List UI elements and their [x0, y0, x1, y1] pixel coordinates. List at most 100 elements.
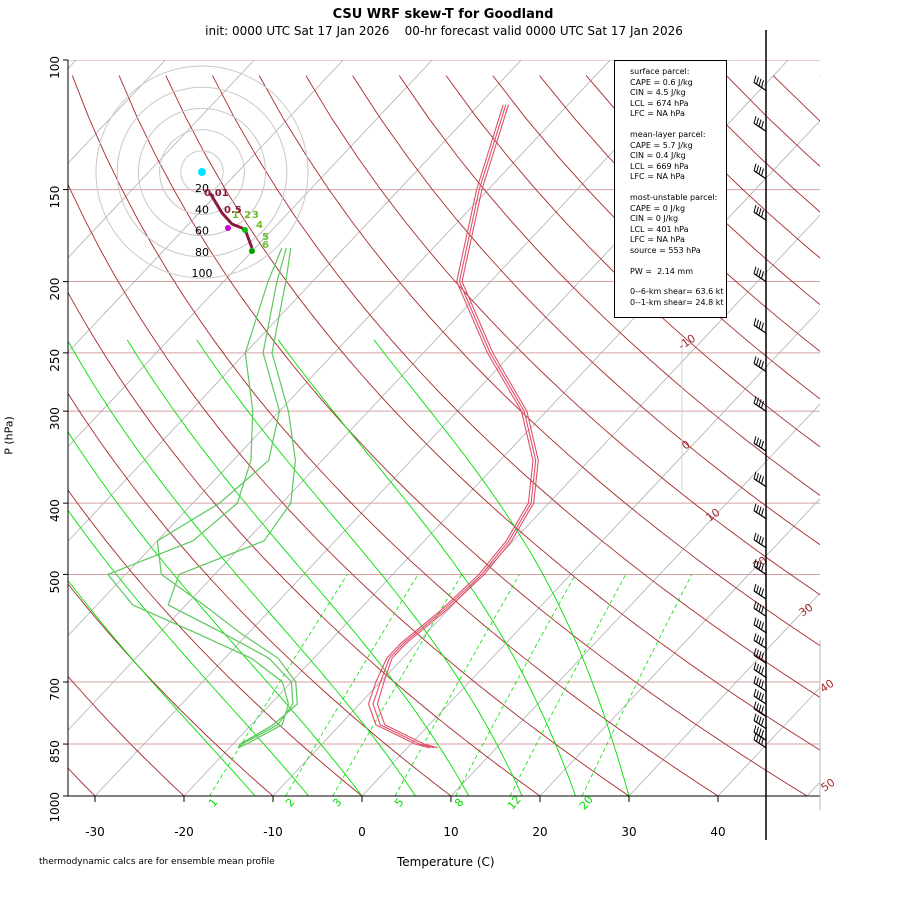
wind-barb-flag	[758, 399, 762, 407]
info-line: surface parcel:	[630, 67, 690, 76]
wind-barb-flag	[756, 268, 759, 276]
x-tick-label: 40	[710, 825, 725, 839]
wind-barb-flag	[756, 560, 759, 569]
wind-barb-flag	[761, 652, 764, 661]
hodograph-label: 6	[262, 240, 269, 251]
wind-barb-flag	[756, 437, 759, 445]
info-line: LCL = 401 hPa	[630, 224, 689, 234]
wind-barb-flag	[761, 168, 764, 176]
wind-barb-flag	[758, 535, 762, 544]
wind-barb-flag	[756, 534, 759, 542]
hodograph-ring-label: 100	[192, 267, 213, 280]
wind-barb-staff	[753, 639, 767, 649]
wind-barb-flag	[753, 583, 757, 592]
dry-adiabat-line	[398, 75, 820, 496]
wind-barb-flag	[761, 440, 764, 449]
dry-adiabat-line	[772, 75, 820, 122]
wind-barb-staff	[753, 607, 767, 617]
info-line: LFC = NA hPa	[630, 235, 685, 245]
wind-barb-flag	[753, 617, 757, 625]
wind-barb-flag	[756, 319, 759, 327]
wind-barb-flag	[756, 649, 759, 657]
wind-barb-flag	[758, 636, 762, 644]
y-tick-label: 200	[48, 278, 62, 301]
wind-barb-flag	[761, 80, 764, 88]
wind-barb-flag	[756, 715, 759, 723]
wind-barb-flag	[761, 680, 764, 688]
wind-barb-flag	[758, 166, 762, 175]
wind-barb-flag	[758, 506, 762, 515]
x-tick-label: 0	[358, 825, 366, 839]
wind-barb	[753, 617, 767, 634]
info-line: PW = 2.14 mm	[630, 266, 694, 276]
wind-barb-flag	[753, 356, 757, 364]
mixing-ratio-line	[394, 574, 520, 796]
dewpoint-trace	[156, 247, 298, 749]
wind-barb-flag	[761, 508, 764, 516]
dry-adiabat-line	[68, 583, 274, 796]
info-line: source = 553 hPa	[630, 245, 701, 255]
wind-barb-flag	[753, 532, 757, 540]
wind-barb-flag	[758, 474, 762, 483]
wind-barb-flag	[761, 637, 764, 646]
wind-barb-flag	[756, 726, 759, 735]
wind-barb-flag	[758, 620, 762, 629]
wind-barb	[753, 713, 767, 730]
wind-barb-flag	[761, 209, 764, 218]
wind-barb-flag	[753, 163, 757, 171]
chart-title: CSU WRF skew-T for Goodland	[332, 7, 554, 22]
y-tick-label: 850	[48, 740, 62, 763]
info-line: CIN = 0 J/kg	[630, 214, 679, 224]
hodograph-trace	[208, 192, 254, 249]
dry-adiabat-line	[725, 75, 820, 167]
dry-adiabat-label: 10	[704, 506, 723, 525]
mixing-ratio-label: 1	[206, 796, 220, 810]
dry-adiabat-line	[212, 75, 820, 698]
wind-barb-flag	[753, 701, 757, 709]
wind-barb-flag	[756, 357, 759, 366]
wind-barb	[753, 436, 767, 452]
moist-adiabat-line	[373, 339, 630, 796]
wind-barb-flag	[756, 206, 759, 214]
wind-barb-flag	[753, 601, 757, 609]
hodograph-ring	[180, 150, 224, 194]
wind-barb	[753, 116, 767, 132]
hodograph-label: 2	[244, 210, 251, 221]
dry-adiabat-line	[819, 75, 820, 77]
wind-barb-flag	[761, 476, 764, 484]
wind-barb-flag	[761, 588, 764, 596]
hodograph-point	[242, 227, 248, 233]
dry-adiabat-line	[305, 75, 820, 596]
chart-subtitle: init: 0000 UTC Sat 17 Jan 2026 00-hr for…	[205, 24, 683, 38]
wind-barb-flag	[758, 728, 762, 736]
wind-barb-flag	[756, 690, 759, 698]
dry-adiabat-line	[68, 291, 541, 796]
mixing-ratio-line	[332, 574, 463, 796]
moist-adiabat-line	[196, 339, 523, 796]
wind-barb-flag	[753, 471, 757, 479]
info-line: CAPE = 0.6 J/kg	[630, 77, 693, 87]
dry-adiabat-line	[445, 75, 820, 448]
wind-barb-staff	[753, 324, 767, 334]
isotherm-line	[450, 403, 820, 796]
dry-adiabat-line	[68, 675, 185, 796]
mean-layer-parcel-section: mean-layer parcel: CAPE = 5.7 J/kg CIN =…	[630, 130, 726, 183]
x-tick-label: -30	[85, 825, 105, 839]
y-tick-label: 250	[48, 349, 62, 372]
wind-barb-staff	[753, 682, 767, 692]
y-tick-label: 400	[48, 499, 62, 522]
hodograph-label: 0.01	[204, 188, 229, 199]
wind-barb-flag	[756, 397, 759, 405]
wind-barb-flag	[761, 737, 764, 745]
wind-barb-flag	[761, 729, 764, 738]
isotherm-line	[68, 60, 166, 164]
wind-barb-flag	[753, 317, 757, 326]
hodograph-ring-label: 20	[195, 182, 209, 195]
info-line: CIN = 4.5 J/kg	[630, 88, 686, 98]
hodograph-ring-label: 40	[195, 203, 209, 216]
dry-adiabat-line	[71, 75, 719, 796]
wind-barb-staff	[753, 402, 767, 412]
wind-barb-flag	[758, 269, 762, 277]
wind-barb-flag	[758, 562, 762, 570]
